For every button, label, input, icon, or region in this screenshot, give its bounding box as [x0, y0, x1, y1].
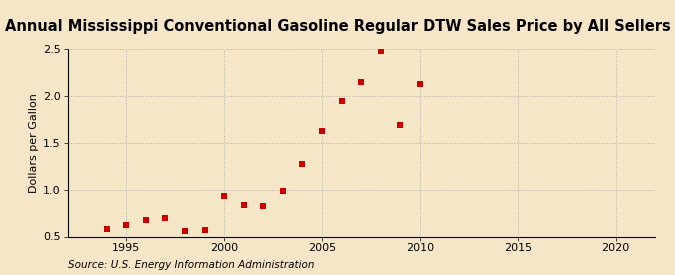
Point — [395, 123, 406, 127]
Point — [140, 218, 151, 222]
Point — [297, 161, 308, 166]
Point — [238, 202, 249, 207]
Point — [121, 223, 132, 227]
Point — [101, 227, 112, 231]
Text: Source: U.S. Energy Information Administration: Source: U.S. Energy Information Administ… — [68, 260, 314, 270]
Text: Annual Mississippi Conventional Gasoline Regular DTW Sales Price by All Sellers: Annual Mississippi Conventional Gasoline… — [5, 19, 670, 34]
Point — [199, 228, 210, 232]
Point — [317, 129, 327, 133]
Y-axis label: Dollars per Gallon: Dollars per Gallon — [28, 93, 38, 193]
Point — [219, 194, 230, 199]
Point — [356, 80, 367, 84]
Point — [180, 229, 190, 233]
Point — [160, 216, 171, 220]
Point — [414, 82, 425, 86]
Point — [375, 49, 386, 54]
Point — [277, 188, 288, 193]
Point — [336, 99, 347, 103]
Point — [258, 204, 269, 208]
